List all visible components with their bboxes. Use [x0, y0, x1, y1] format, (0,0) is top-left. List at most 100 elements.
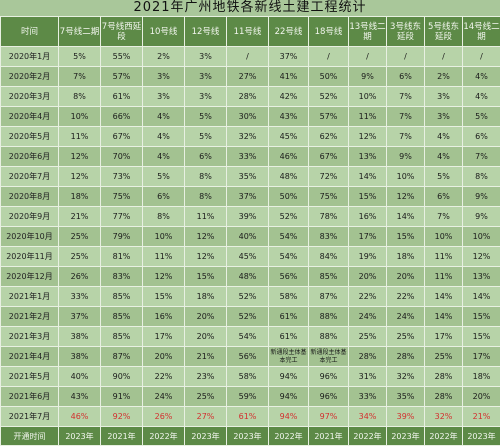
- table-cell: 8%: [59, 87, 101, 107]
- table-cell: 6%: [463, 127, 500, 147]
- row-month: 2021年5月: [1, 367, 59, 387]
- table-cell: /: [227, 47, 269, 67]
- table-cell: 12%: [185, 227, 227, 247]
- table-cell: 72%: [309, 167, 349, 187]
- table-cell: 4%: [425, 127, 463, 147]
- table-cell: 56%: [269, 267, 309, 287]
- table-cell: 88%: [309, 327, 349, 347]
- table-cell: 54%: [227, 327, 269, 347]
- table-cell: 5%: [185, 127, 227, 147]
- table-cell: 12%: [185, 247, 227, 267]
- table-cell: 75%: [101, 187, 143, 207]
- table-cell: 7%: [387, 87, 425, 107]
- table-cell: 25%: [425, 347, 463, 367]
- table-cell: 5%: [425, 167, 463, 187]
- table-cell: 37%: [269, 47, 309, 67]
- row-month: 2020年7月: [1, 167, 59, 187]
- table-cell: 46%: [59, 407, 101, 427]
- table-cell: 26%: [143, 407, 185, 427]
- opening-time-cell: 2023年: [387, 427, 425, 446]
- table-cell: 20%: [387, 267, 425, 287]
- table-cell: 5%: [463, 107, 500, 127]
- table-cell: 34%: [349, 407, 387, 427]
- table-cell: 54%: [269, 227, 309, 247]
- table-cell: 10%: [463, 227, 500, 247]
- table-cell: 28%: [387, 347, 425, 367]
- header-time: 时间: [1, 17, 59, 47]
- table-cell: 32%: [227, 127, 269, 147]
- table-cell: 28%: [349, 347, 387, 367]
- table-cell: 19%: [349, 247, 387, 267]
- opening-time-cell: 2023年: [185, 427, 227, 446]
- table-cell: 18%: [463, 367, 500, 387]
- table-cell: 11%: [59, 127, 101, 147]
- opening-time-label: 开通时间: [1, 427, 59, 446]
- table-cell: 21%: [185, 347, 227, 367]
- row-month: 2021年2月: [1, 307, 59, 327]
- table-cell: 18%: [387, 247, 425, 267]
- table-cell: 7%: [59, 67, 101, 87]
- table-cell: 57%: [101, 67, 143, 87]
- row-month: 2021年1月: [1, 287, 59, 307]
- table-cell: /: [387, 47, 425, 67]
- table-cell: 90%: [101, 367, 143, 387]
- table-cell: 10%: [387, 167, 425, 187]
- table-cell: 58%: [227, 367, 269, 387]
- table-cell: 13%: [463, 267, 500, 287]
- table-cell: 12%: [143, 267, 185, 287]
- table-cell: 3%: [143, 67, 185, 87]
- table-cell: 30%: [227, 107, 269, 127]
- table-cell: 4%: [143, 147, 185, 167]
- table-cell: 10%: [425, 227, 463, 247]
- table-cell: 96%: [309, 367, 349, 387]
- opening-time-cell: 2022年: [349, 427, 387, 446]
- table-cell: 11%: [425, 267, 463, 287]
- row-month: 2020年12月: [1, 267, 59, 287]
- table-cell: 16%: [143, 307, 185, 327]
- table-cell: 87%: [309, 287, 349, 307]
- table-cell: 50%: [269, 187, 309, 207]
- table-cell: 78%: [309, 207, 349, 227]
- table-cell: 7%: [387, 107, 425, 127]
- row-month: 2020年1月: [1, 47, 59, 67]
- table-cell: 21%: [463, 407, 500, 427]
- table-cell: 5%: [143, 167, 185, 187]
- table-cell: 88%: [309, 307, 349, 327]
- table-cell: 2%: [143, 47, 185, 67]
- table-cell: 85%: [309, 267, 349, 287]
- table-cell: 52%: [269, 207, 309, 227]
- table-cell: /: [349, 47, 387, 67]
- table-cell: 66%: [101, 107, 143, 127]
- table-cell: 9%: [387, 147, 425, 167]
- table-cell: 10%: [143, 227, 185, 247]
- table-cell: 52%: [309, 87, 349, 107]
- table-cell: 14%: [463, 287, 500, 307]
- row-month: 2020年2月: [1, 67, 59, 87]
- opening-time-cell: 2023年: [227, 427, 269, 446]
- opening-time-cell: 2022年: [143, 427, 185, 446]
- table-cell: 4%: [463, 87, 500, 107]
- table-cell: 11%: [185, 207, 227, 227]
- table-cell: 10%: [59, 107, 101, 127]
- table-cell: 32%: [387, 367, 425, 387]
- table-cell: 20%: [185, 307, 227, 327]
- row-month: 2020年9月: [1, 207, 59, 227]
- table-cell: 20%: [143, 347, 185, 367]
- header-line: 12号线: [185, 17, 227, 47]
- table-cell: 38%: [59, 327, 101, 347]
- header-line: 14号线二期: [463, 17, 500, 47]
- table-cell: 61%: [227, 407, 269, 427]
- table-cell: 81%: [101, 247, 143, 267]
- table-cell: 70%: [101, 147, 143, 167]
- table-cell: 2%: [425, 67, 463, 87]
- table-cell: 21%: [59, 207, 101, 227]
